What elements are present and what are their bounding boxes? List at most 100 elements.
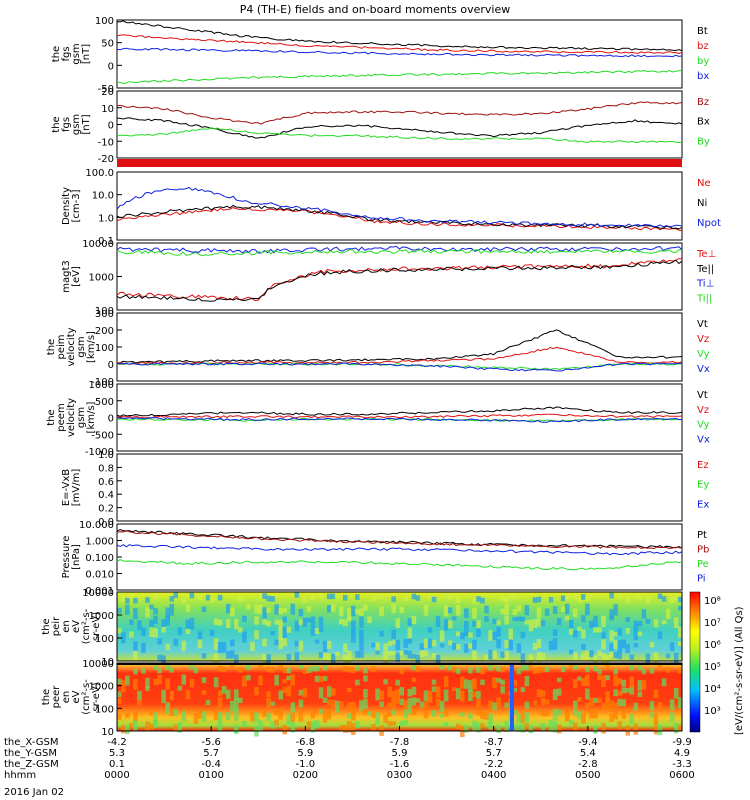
spectrogram-cell xyxy=(617,698,622,707)
spectrogram-cell xyxy=(359,639,364,651)
spectrogram-cell xyxy=(355,679,360,686)
spectrogram-cell xyxy=(649,701,655,711)
spectrogram-cell xyxy=(137,620,142,630)
spectrogram-cell xyxy=(443,689,449,702)
y-tick-label: 10000 xyxy=(82,239,114,250)
spectrogram-cell xyxy=(564,616,570,621)
spectrogram-cell xyxy=(375,712,380,725)
spectrogram-cell xyxy=(645,597,651,604)
y-tick-label: 0.001 xyxy=(85,586,114,597)
spectrogram-cell xyxy=(234,689,239,700)
spectrogram-cell xyxy=(472,597,477,604)
spectrogram-cell xyxy=(201,653,207,659)
spectrogram-cell xyxy=(577,596,582,603)
spectrogram-cell xyxy=(669,597,675,603)
spectrogram-cell xyxy=(520,712,526,723)
panel-frame xyxy=(116,523,683,591)
y-axis-label: sr-eV) xyxy=(91,682,102,711)
spectrogram-cell xyxy=(528,619,534,632)
y-tick-label: 0.100 xyxy=(85,553,114,564)
spectrogram-cell xyxy=(456,668,461,675)
spectrogram-cell xyxy=(371,666,376,672)
spectrogram-cell xyxy=(585,702,590,709)
series-line-Vt xyxy=(116,329,683,364)
spectrogram-cell xyxy=(435,686,441,698)
spectrogram-cell xyxy=(673,688,679,699)
spectrogram-cell xyxy=(560,606,566,612)
spectrogram-cell xyxy=(258,675,263,686)
spectrogram-cell xyxy=(456,688,461,700)
spectrogram-cell xyxy=(169,690,174,701)
spectrogram-cell xyxy=(605,654,610,666)
spectrogram-cell xyxy=(407,638,413,644)
spectrogram-cell xyxy=(451,666,457,673)
spectrogram-cell xyxy=(540,698,546,706)
spectrogram-cell xyxy=(524,664,530,671)
spectrogram-cell xyxy=(177,627,183,635)
spectrogram-cell xyxy=(387,686,392,698)
spectrogram-cell xyxy=(153,593,158,599)
ephem-value: 5.7 xyxy=(486,748,502,759)
colorbar-tick: 10⁸ xyxy=(704,596,721,607)
spectrogram-cell xyxy=(451,642,457,650)
spectrogram-cell xyxy=(395,698,400,704)
spectrogram-cell xyxy=(460,676,465,689)
y-tick-label: 0.6 xyxy=(98,477,114,488)
legend-Pi: Pi xyxy=(697,574,706,585)
colorbar: 10⁸ 10⁷ 10⁶ 10⁵ 10⁴ 10³ [eV/(cm²-s-sr-eV)] (A… xyxy=(689,591,745,735)
spectrogram-cell xyxy=(488,700,493,712)
series-line-Ti|| xyxy=(116,248,683,257)
spectrogram-cell xyxy=(464,620,469,631)
y-tick-label: -500 xyxy=(91,430,114,441)
spectrogram-cell xyxy=(540,619,546,627)
spectrogram-cell xyxy=(117,678,122,685)
spectrogram-cell xyxy=(443,722,449,727)
spectrogram-cell xyxy=(391,700,396,712)
spectrogram-cell xyxy=(476,620,481,629)
spectrogram-cell xyxy=(185,604,191,612)
spectrogram-cell xyxy=(621,709,626,719)
spectrogram-cell xyxy=(653,652,659,665)
spectrogram-cell xyxy=(310,709,316,719)
spectrogram-cell xyxy=(282,626,287,638)
spectrogram-cell xyxy=(262,619,267,625)
spectrogram-cell xyxy=(609,700,614,712)
spectrogram-cell xyxy=(367,711,372,716)
spectrogram-cell xyxy=(621,699,626,707)
spectrogram-cell xyxy=(258,720,263,731)
spectrogram-cell xyxy=(133,668,138,675)
panel-8: 10.000 1.000 0.100 0.010 0.001 Pressure [nPa] P… xyxy=(61,520,709,597)
spectrogram-cell xyxy=(379,690,384,700)
series-line-Vt xyxy=(116,406,683,417)
spectrogram-cell xyxy=(548,640,554,651)
spectrogram-cell xyxy=(589,709,594,719)
spectrogram-cell xyxy=(387,721,392,726)
legend-Vz: Vz xyxy=(697,334,709,345)
spectrogram-cell xyxy=(472,720,477,731)
spectrogram-cell xyxy=(238,627,243,633)
spectrogram-cell xyxy=(476,709,481,716)
y-axis-label: [nPa] xyxy=(71,544,82,570)
ephem-value: 5.9 xyxy=(392,748,408,759)
spectrogram-cell xyxy=(488,665,493,671)
colorbar-tick: 10⁴ xyxy=(704,684,721,695)
spectrogram-cell xyxy=(117,698,122,704)
spectrogram-cell xyxy=(359,629,364,641)
spectrogram-cell xyxy=(169,603,174,616)
spectrogram-cell xyxy=(637,691,643,697)
panel-1: 100 50 0 -50 the fgs gsm [nT] Bt bz by bx xyxy=(51,16,709,95)
spectrogram-cell xyxy=(496,639,501,649)
ephem-value: 0600 xyxy=(669,770,694,781)
spectrogram-cell xyxy=(375,650,380,655)
y-tick-label: 1000 xyxy=(89,682,114,693)
flag-bar xyxy=(117,159,682,167)
spectrogram-cell xyxy=(153,712,158,724)
spectrogram-cell xyxy=(153,720,158,728)
spectrogram-cell xyxy=(230,700,235,712)
spectrogram-cell xyxy=(516,668,522,675)
y-tick-label: 1000 xyxy=(89,611,114,622)
spectrogram-cell xyxy=(359,608,364,617)
spectrogram-cell xyxy=(185,690,191,700)
spectrogram-cell xyxy=(472,691,477,698)
spectrogram-cell xyxy=(314,720,320,729)
